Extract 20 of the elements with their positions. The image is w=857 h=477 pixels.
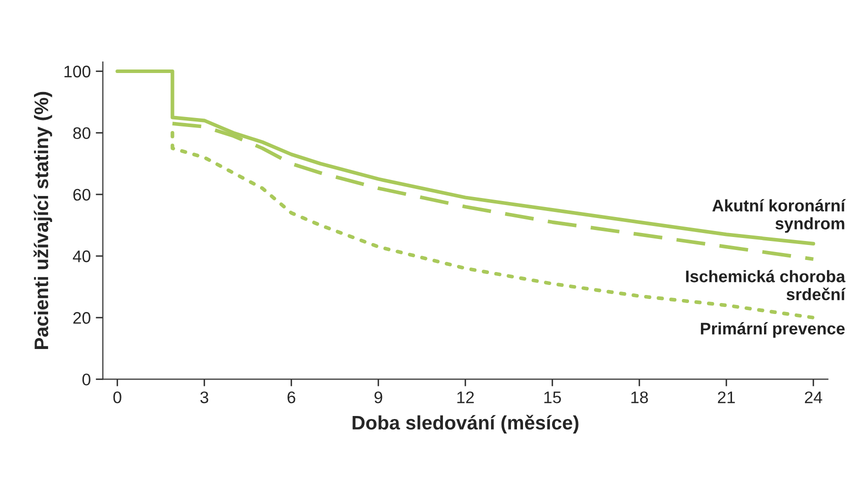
y-tick-label: 100	[64, 66, 90, 78]
y-tick-label: 0	[82, 374, 90, 386]
y-tick-label: 60	[73, 188, 90, 201]
x-tick-label: 21	[718, 391, 735, 404]
x-tick-label: 0	[113, 391, 122, 404]
series-label: Primární prevence	[700, 322, 845, 338]
y-axis-title: Pacienti užívající statiny (%)	[34, 92, 52, 349]
y-tick-label: 80	[73, 127, 90, 140]
x-tick-label: 3	[200, 391, 208, 404]
x-tick-label: 9	[374, 391, 382, 404]
y-tick-label: 20	[73, 312, 90, 324]
series-label: Ischemická choroba srdeční	[686, 270, 846, 300]
x-tick-label: 18	[631, 391, 648, 404]
x-tick-label: 6	[288, 391, 296, 404]
x-axis-title: Doba sledování (měsíce)	[352, 414, 578, 434]
series-label: Akutní koronární syndrom	[712, 199, 846, 233]
y-tick-label: 40	[72, 250, 90, 262]
x-tick-label: 15	[544, 392, 561, 404]
x-tick-label: 12	[457, 391, 474, 404]
x-tick-label: 24	[804, 391, 822, 404]
